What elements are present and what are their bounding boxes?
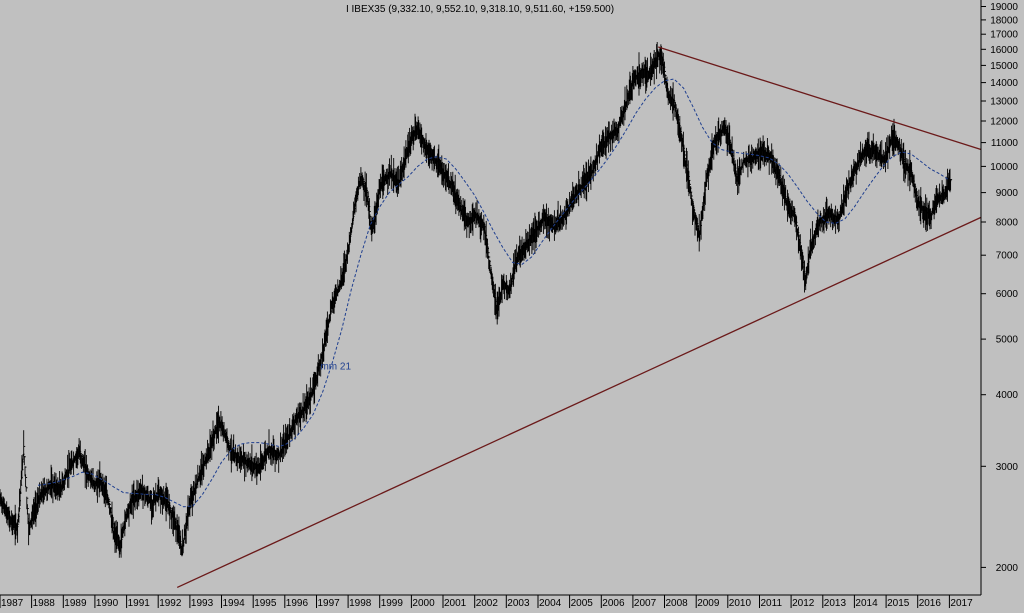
x-tick-label: 2001 — [444, 598, 467, 608]
y-tick-label: 4000 — [996, 390, 1019, 401]
x-tick-label: 2012 — [792, 598, 815, 608]
x-tick-label: 2005 — [571, 598, 594, 608]
x-tick-label: 2006 — [602, 598, 625, 608]
moving-average-line — [37, 78, 949, 508]
y-tick-label: 9000 — [996, 188, 1019, 199]
y-tick-label: 7000 — [996, 251, 1019, 262]
x-tick-label: 2013 — [824, 598, 847, 608]
x-tick-label: 1991 — [128, 598, 151, 608]
x-tick-label: 1990 — [96, 598, 119, 608]
x-tick-label: 2003 — [507, 598, 530, 608]
x-tick-label: 2004 — [539, 598, 562, 608]
x-tick-label: 1988 — [33, 598, 56, 608]
support-trendline — [176, 216, 982, 589]
x-tick-label: 1996 — [286, 598, 309, 608]
x-tick-label: 2007 — [634, 598, 657, 608]
x-tick-label: 2017 — [950, 598, 973, 608]
x-tick-label: 2011 — [761, 598, 783, 608]
x-tick-label: 2016 — [919, 598, 942, 608]
x-tick-label: 1998 — [349, 598, 372, 608]
resistance-trendline — [658, 46, 982, 151]
price-bars — [0, 42, 953, 558]
y-tick-label: 8000 — [996, 218, 1019, 229]
y-axis-ticks: 2000 3000 4000 5000 6000 7000 8000 9000 10000 110… — [981, 2, 1018, 574]
x-tick-label: 2002 — [476, 598, 499, 608]
y-tick-label: 3000 — [996, 462, 1019, 473]
x-tick-label: 2010 — [729, 598, 752, 608]
y-tick-label: 17000 — [990, 30, 1018, 41]
x-tick-label: 2009 — [697, 598, 720, 608]
y-tick-label: 13000 — [990, 97, 1018, 108]
x-tick-label: 2000 — [412, 598, 435, 608]
y-tick-label: 10000 — [990, 162, 1018, 173]
y-tick-label: 15000 — [990, 61, 1018, 72]
x-axis-ticks: 1987 1988 1989 1990 1991 1992 1993 1994 1995 1996… — [0, 595, 973, 609]
y-tick-label: 11000 — [991, 138, 1019, 149]
x-tick-label: 1997 — [318, 598, 341, 608]
x-tick-label: 1992 — [159, 598, 182, 608]
x-tick-label: 1989 — [64, 598, 87, 608]
x-tick-label: 1994 — [223, 598, 246, 608]
y-tick-label: 12000 — [990, 117, 1018, 128]
x-tick-label: 1987 — [1, 598, 24, 608]
x-tick-label: 2014 — [855, 598, 878, 608]
y-tick-label: 2000 — [996, 563, 1019, 574]
x-tick-label: 1993 — [191, 598, 214, 608]
y-tick-label: 5000 — [996, 335, 1019, 346]
y-tick-label: 16000 — [990, 45, 1018, 56]
x-tick-label: 1995 — [254, 598, 277, 608]
y-tick-label: 19000 — [990, 2, 1018, 13]
x-tick-label: 2008 — [666, 598, 689, 608]
y-tick-label: 14000 — [990, 78, 1018, 89]
x-tick-label: 1999 — [381, 598, 404, 608]
x-tick-label: 2015 — [887, 598, 910, 608]
y-tick-label: 6000 — [996, 289, 1019, 300]
y-tick-label: 18000 — [990, 15, 1018, 26]
chart-title: I IBEX35 (9,332.10, 9,552.10, 9,318.10, … — [346, 4, 614, 15]
moving-average-label: mm 21 — [320, 361, 351, 372]
